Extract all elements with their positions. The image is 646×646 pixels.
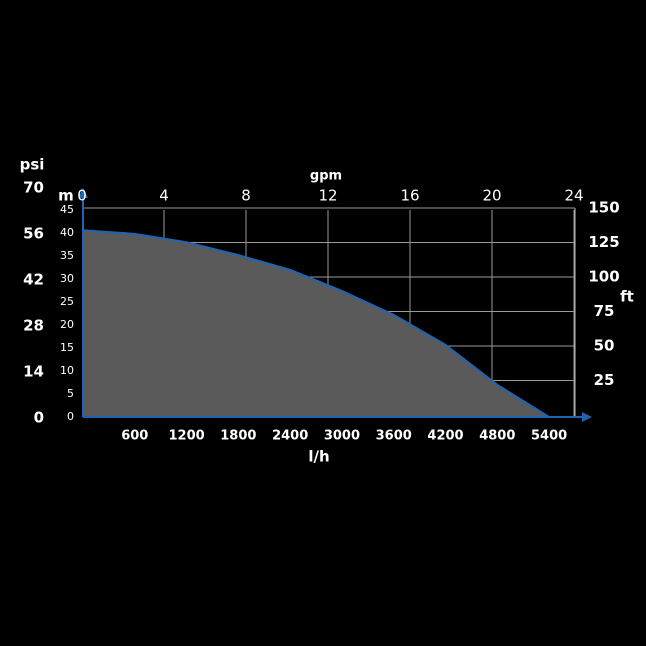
y-tick-label: 45: [60, 203, 74, 216]
y-tick-label: 35: [60, 249, 74, 262]
psi-axis-label: psi: [20, 156, 45, 174]
y3-tick-label: 0: [34, 409, 44, 427]
ft-axis-label: ft: [620, 288, 634, 306]
y-tick-label: 15: [60, 341, 74, 354]
y2-tick-label: 150: [588, 199, 619, 217]
gpm-axis-label: gpm: [310, 169, 342, 184]
x2-tick-label: 16: [400, 187, 419, 205]
y2-tick-label: 25: [594, 371, 615, 389]
y3-tick-label: 14: [23, 363, 44, 381]
x-tick-label: 1200: [168, 429, 204, 444]
x2-tick-label: 0: [77, 187, 87, 205]
x-tick-label: 3600: [376, 429, 412, 444]
y-tick-label: 5: [67, 387, 74, 400]
area: [83, 230, 550, 417]
y3-tick-label: 28: [23, 317, 44, 335]
y2-tick-label: 100: [588, 268, 619, 286]
lh-axis-label: l/h: [308, 448, 329, 466]
y3-tick-label: 56: [23, 225, 44, 243]
y-axis-arrow: [78, 188, 88, 198]
y-tick-label: 20: [60, 318, 74, 331]
y-tick-label: 25: [60, 295, 74, 308]
x-tick-label: 4200: [427, 429, 463, 444]
y-tick-label: 10: [60, 364, 74, 377]
x-axis-arrow: [582, 412, 592, 422]
x2-tick-label: 8: [241, 187, 251, 205]
x2-tick-label: 4: [159, 187, 169, 205]
x-tick-label: 1800: [220, 429, 256, 444]
y-tick-label: 0: [67, 410, 74, 423]
y3-tick-label: 42: [23, 271, 44, 289]
m-axis-label: m: [58, 187, 74, 205]
curve-line: [82, 229, 550, 418]
x-tick-label: 3000: [324, 429, 360, 444]
y2-tick-label: 125: [588, 233, 619, 251]
y3-tick-label: 70: [23, 179, 44, 197]
y-tick-label: 30: [60, 272, 74, 285]
y-tick-label: 40: [60, 226, 74, 239]
x-tick-label: 2400: [272, 429, 308, 444]
x2-tick-label: 24: [564, 187, 583, 205]
x2-tick-label: 20: [482, 187, 501, 205]
x-tick-label: 5400: [531, 429, 567, 444]
y2-tick-label: 75: [594, 302, 615, 320]
x2-tick-label: 12: [318, 187, 337, 205]
y2-tick-label: 50: [594, 337, 615, 355]
x-tick-label: 600: [121, 429, 148, 444]
x-tick-label: 4800: [479, 429, 515, 444]
